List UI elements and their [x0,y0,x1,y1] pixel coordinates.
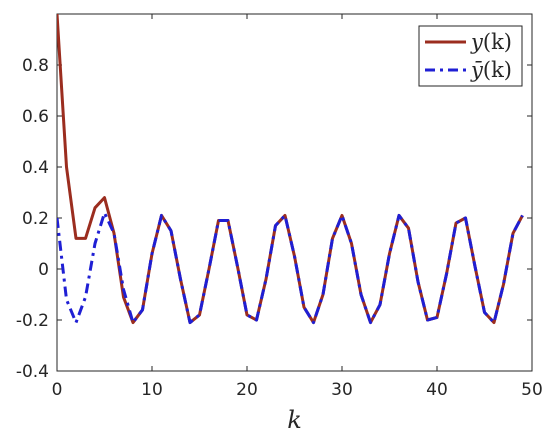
plot-area: 0 10 20 30 40 50 -0.4 -0.2 0 0.2 0.4 0.6 0.8 [16,13,543,400]
legend-label-y: y(k) [470,30,512,54]
legend: y(k) ȳ(k) [418,25,523,87]
x-tick-label: 10 [141,380,163,400]
x-tick-label: 40 [426,380,448,400]
x-tick-label: 0 [52,380,63,400]
y-axis: -0.4 -0.2 0 0.2 0.4 0.6 0.8 [16,56,532,382]
y-tick-label: -0.4 [16,362,49,382]
x-tick-label: 20 [236,380,258,400]
x-axis: 0 10 20 30 40 50 [52,14,543,400]
series-layer [57,14,524,325]
y-tick-label: 0 [38,260,49,280]
series-line-ybar [57,211,524,325]
x-tick-label: 30 [331,380,353,400]
y-tick-label: 0.6 [22,107,49,127]
y-tick-label: 0.4 [22,158,49,178]
y-tick-label: 0.8 [22,56,49,76]
y-tick-label: -0.2 [16,311,49,331]
y-tick-label: 0.2 [22,209,49,229]
plot-frame [56,13,533,372]
x-axis-title: k [287,406,302,434]
x-tick-label: 50 [521,380,543,400]
legend-box [418,25,523,87]
legend-label-ybar: ȳ(k) [470,58,512,82]
